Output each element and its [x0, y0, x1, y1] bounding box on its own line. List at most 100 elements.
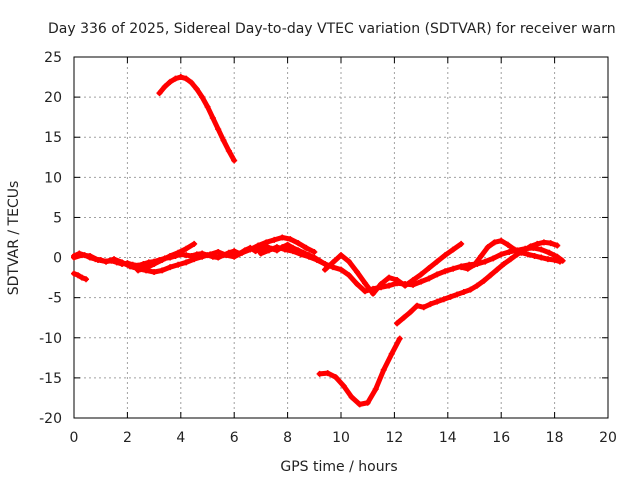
series-pass-04 [135, 240, 198, 274]
data-point [215, 254, 222, 261]
data-point [183, 252, 190, 259]
x-tick-label: 10 [332, 430, 350, 446]
data-point [491, 239, 498, 246]
x-axis-title: GPS time / hours [280, 459, 397, 475]
data-point [273, 244, 280, 251]
data-point [442, 252, 449, 259]
data-point [388, 350, 395, 357]
series-pass-05 [156, 74, 238, 164]
data-point [402, 282, 409, 289]
data-marks [71, 74, 566, 408]
data-point [316, 370, 323, 377]
data-point [183, 75, 190, 82]
data-point [191, 240, 198, 247]
y-tick-label: -5 [48, 291, 62, 307]
data-point [450, 246, 457, 253]
data-point [303, 244, 310, 251]
x-tick-label: 4 [176, 430, 185, 446]
data-point [239, 249, 246, 256]
data-point [231, 253, 238, 260]
data-point [544, 256, 551, 263]
data-point [498, 251, 505, 258]
data-point [289, 248, 296, 255]
data-point [199, 94, 206, 101]
data-point [518, 249, 525, 256]
chart-title: Day 336 of 2025, Sidereal Day-to-day VTE… [48, 21, 616, 37]
data-point [151, 260, 158, 267]
data-point [215, 248, 222, 255]
data-point [507, 256, 514, 263]
data-point [271, 236, 278, 243]
data-point [426, 264, 433, 271]
data-point [338, 252, 344, 259]
data-point [414, 302, 421, 309]
data-point [394, 277, 401, 284]
data-point [167, 78, 174, 85]
data-point [175, 249, 182, 256]
x-tick-label: 18 [546, 430, 564, 446]
data-point [204, 103, 211, 110]
data-point [348, 394, 355, 401]
data-point [140, 260, 147, 267]
data-point [172, 75, 179, 82]
series-pass-08 [394, 239, 561, 327]
data-point [295, 240, 302, 247]
data-point [434, 258, 441, 265]
data-point [498, 237, 505, 244]
data-point [524, 251, 531, 258]
data-point [480, 277, 487, 284]
data-point [354, 281, 361, 288]
data-point [464, 265, 471, 272]
data-point [332, 374, 339, 381]
data-point [207, 251, 214, 258]
data-point [83, 276, 90, 283]
data-point [305, 253, 312, 260]
y-tick-label: 15 [44, 130, 62, 146]
data-point [540, 239, 547, 246]
data-point [372, 386, 379, 393]
data-point [410, 277, 417, 284]
data-point [556, 258, 563, 265]
data-point [494, 266, 501, 273]
data-point [103, 258, 110, 265]
data-point [434, 271, 441, 278]
data-point [378, 281, 385, 288]
data-point [440, 296, 447, 303]
data-point [263, 239, 270, 246]
data-point [346, 272, 353, 279]
data-point [338, 266, 344, 273]
data-point [418, 271, 425, 278]
data-point [209, 114, 216, 121]
grid-lines [74, 57, 608, 418]
data-point [188, 79, 195, 86]
data-point [183, 245, 190, 252]
data-point [478, 252, 485, 259]
data-point [79, 252, 86, 259]
x-tick-label: 0 [70, 430, 79, 446]
data-point [220, 137, 227, 144]
data-point [426, 275, 433, 282]
data-point [420, 304, 427, 311]
data-point [482, 258, 489, 265]
y-tick-label: -15 [39, 371, 62, 387]
data-point [340, 382, 347, 389]
series-pass-03 [71, 270, 90, 283]
data-point [458, 240, 465, 247]
x-tick-label: 8 [283, 430, 292, 446]
data-point [177, 74, 184, 81]
data-point [255, 242, 262, 249]
data-point [547, 240, 554, 247]
data-point [386, 282, 393, 289]
series-pass-07 [321, 240, 465, 297]
data-point [386, 274, 393, 281]
data-point [329, 259, 336, 266]
data-point [231, 248, 238, 255]
data-point [223, 252, 230, 259]
data-point [127, 263, 134, 270]
data-point [407, 309, 414, 316]
series-segment [183, 241, 197, 252]
data-point [119, 259, 126, 266]
data-point [474, 282, 481, 289]
data-point [354, 268, 361, 275]
x-tick-label: 6 [230, 430, 239, 446]
